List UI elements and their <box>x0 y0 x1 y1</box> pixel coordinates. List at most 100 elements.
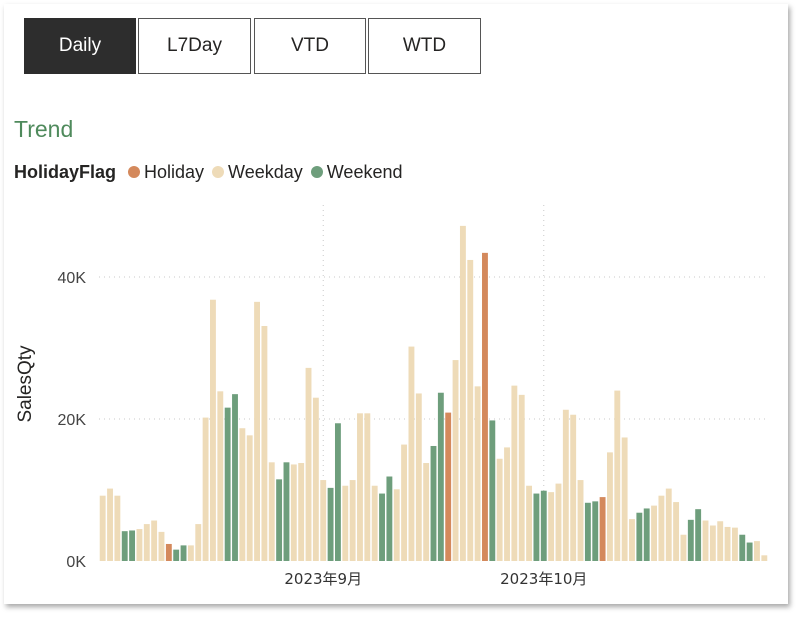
bar[interactable] <box>459 225 466 561</box>
bar[interactable] <box>607 452 613 561</box>
bar[interactable] <box>379 493 385 561</box>
bar[interactable] <box>445 412 452 561</box>
bar[interactable] <box>107 488 113 561</box>
bar[interactable] <box>202 417 209 561</box>
bar[interactable] <box>364 413 371 561</box>
bar[interactable] <box>195 524 202 561</box>
bar[interactable] <box>408 346 415 561</box>
bar[interactable] <box>298 463 305 561</box>
bar[interactable] <box>327 487 334 561</box>
bar[interactable] <box>143 524 150 561</box>
bar[interactable] <box>136 529 143 561</box>
tab-wtd[interactable]: WTD <box>368 18 481 74</box>
bar[interactable] <box>246 435 253 561</box>
bar[interactable] <box>393 489 400 561</box>
bar[interactable] <box>357 413 363 561</box>
bar[interactable] <box>151 520 158 561</box>
bar[interactable] <box>224 407 231 561</box>
bar[interactable] <box>415 393 422 561</box>
bar[interactable] <box>99 495 106 561</box>
bar[interactable] <box>496 458 503 561</box>
bar[interactable] <box>129 530 136 561</box>
bar[interactable] <box>754 541 760 561</box>
bar[interactable] <box>312 397 319 561</box>
bar[interactable] <box>187 545 194 561</box>
legend-dot-icon <box>212 166 225 178</box>
bar[interactable] <box>437 392 444 561</box>
bar[interactable] <box>254 301 260 561</box>
tab-vtd[interactable]: VTD <box>254 18 366 74</box>
legend-label: Weekend <box>326 161 403 182</box>
bar[interactable] <box>673 502 680 561</box>
bar[interactable] <box>548 492 555 561</box>
legend-item-weekend[interactable]: Weekend <box>310 161 403 183</box>
bar[interactable] <box>349 480 356 561</box>
bar[interactable] <box>210 299 216 561</box>
bar[interactable] <box>555 483 562 561</box>
bar[interactable] <box>276 479 283 561</box>
bar[interactable] <box>592 501 599 561</box>
bar[interactable] <box>636 512 643 561</box>
bar[interactable] <box>614 390 621 561</box>
bar[interactable] <box>121 531 128 561</box>
tab-daily[interactable]: Daily <box>24 18 136 74</box>
tab-l7day[interactable]: L7Day <box>138 18 251 74</box>
bar[interactable] <box>526 485 533 561</box>
bar[interactable] <box>599 497 606 561</box>
bar[interactable] <box>643 508 650 561</box>
bar[interactable] <box>467 259 474 561</box>
legend-item-weekday[interactable]: Weekday <box>212 162 303 183</box>
bar[interactable] <box>687 519 694 561</box>
bar[interactable] <box>511 385 518 561</box>
bar[interactable] <box>680 534 687 561</box>
bar[interactable] <box>695 509 702 561</box>
bar[interactable] <box>621 437 628 561</box>
bar[interactable] <box>173 549 180 561</box>
bar[interactable] <box>165 543 172 561</box>
bar[interactable] <box>268 462 275 561</box>
bar[interactable] <box>320 480 327 561</box>
bar[interactable] <box>305 367 312 561</box>
bar[interactable] <box>731 527 738 561</box>
bar[interactable] <box>283 462 290 561</box>
bar[interactable] <box>724 526 731 561</box>
bar[interactable] <box>114 495 121 561</box>
bar[interactable] <box>577 480 584 561</box>
bar[interactable] <box>401 444 408 561</box>
bar[interactable] <box>217 391 224 561</box>
bar[interactable] <box>562 409 569 561</box>
bar[interactable] <box>533 493 540 561</box>
bar[interactable] <box>518 394 525 561</box>
bar[interactable] <box>334 423 341 561</box>
bar[interactable] <box>482 252 488 562</box>
bar[interactable] <box>709 525 716 562</box>
bar[interactable] <box>584 502 591 561</box>
bar[interactable] <box>570 414 577 561</box>
bar[interactable] <box>342 485 349 561</box>
bar[interactable] <box>474 386 481 561</box>
bar[interactable] <box>665 488 672 561</box>
bar[interactable] <box>430 445 437 561</box>
bar[interactable] <box>540 490 547 561</box>
bar[interactable] <box>651 505 657 561</box>
bar[interactable] <box>717 521 724 561</box>
bar[interactable] <box>746 542 753 561</box>
bar[interactable] <box>158 531 165 561</box>
bar[interactable] <box>504 447 510 561</box>
bar[interactable] <box>423 463 430 561</box>
bar[interactable] <box>658 495 665 561</box>
bar[interactable] <box>371 485 378 561</box>
bar[interactable] <box>239 428 246 561</box>
legend-item-holiday[interactable]: Holiday <box>128 162 204 183</box>
bar[interactable] <box>386 476 393 561</box>
bar[interactable] <box>702 520 709 561</box>
bar[interactable] <box>452 360 459 561</box>
bar[interactable] <box>739 534 746 561</box>
bar[interactable] <box>180 545 187 561</box>
bar[interactable] <box>761 555 768 561</box>
bar[interactable] <box>261 325 268 561</box>
bar[interactable] <box>290 464 297 561</box>
bar[interactable] <box>489 420 496 561</box>
bar[interactable] <box>629 519 635 561</box>
bar[interactable] <box>232 394 238 561</box>
